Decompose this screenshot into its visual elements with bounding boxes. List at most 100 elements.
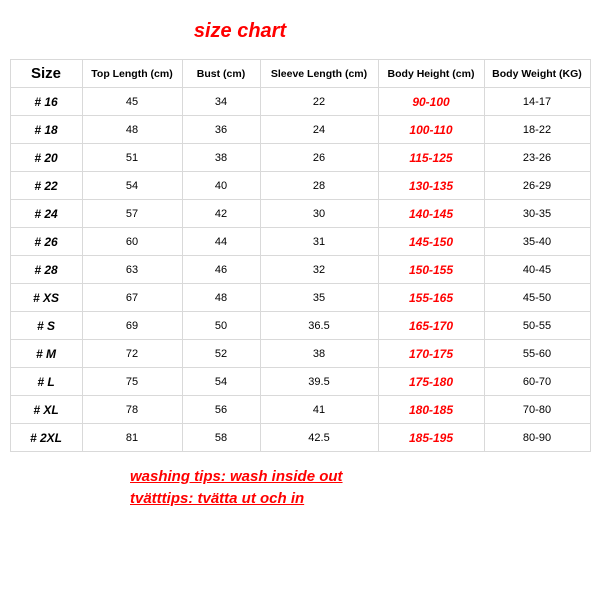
cell-height: 170-175 [378, 340, 484, 368]
cell-top: 60 [82, 228, 182, 256]
cell-weight: 23-26 [484, 144, 590, 172]
size-table: Size Top Length (cm) Bust (cm) Sleeve Le… [10, 59, 591, 452]
cell-weight: 40-45 [484, 256, 590, 284]
header-row: Size Top Length (cm) Bust (cm) Sleeve Le… [10, 60, 590, 88]
cell-sleeve: 39.5 [260, 368, 378, 396]
table-row: # XL785641180-18570-80 [10, 396, 590, 424]
cell-size: # 28 [10, 256, 82, 284]
cell-bust: 50 [182, 312, 260, 340]
cell-weight: 70-80 [484, 396, 590, 424]
table-row: # L755439.5175-18060-70 [10, 368, 590, 396]
cell-top: 81 [82, 424, 182, 452]
cell-bust: 54 [182, 368, 260, 396]
cell-size: # 18 [10, 116, 82, 144]
table-row: # S695036.5165-17050-55 [10, 312, 590, 340]
cell-size: # L [10, 368, 82, 396]
col-top: Top Length (cm) [82, 60, 182, 88]
cell-height: 145-150 [378, 228, 484, 256]
cell-sleeve: 41 [260, 396, 378, 424]
cell-sleeve: 28 [260, 172, 378, 200]
table-row: # M725238170-17555-60 [10, 340, 590, 368]
tip-line-2: tvätttips: tvätta ut och in [130, 488, 592, 510]
cell-height: 90-100 [378, 88, 484, 116]
table-row: # 20513826115-12523-26 [10, 144, 590, 172]
cell-sleeve: 32 [260, 256, 378, 284]
size-chart-container: size chart Size Top Length (cm) Bust (cm… [0, 0, 600, 510]
cell-sleeve: 35 [260, 284, 378, 312]
cell-size: # XL [10, 396, 82, 424]
cell-height: 115-125 [378, 144, 484, 172]
cell-top: 45 [82, 88, 182, 116]
table-row: # 24574230140-14530-35 [10, 200, 590, 228]
col-size: Size [10, 60, 82, 88]
cell-sleeve: 31 [260, 228, 378, 256]
cell-size: # 16 [10, 88, 82, 116]
cell-sleeve: 24 [260, 116, 378, 144]
col-sleeve: Sleeve Length (cm) [260, 60, 378, 88]
cell-weight: 35-40 [484, 228, 590, 256]
cell-height: 175-180 [378, 368, 484, 396]
cell-bust: 40 [182, 172, 260, 200]
cell-weight: 30-35 [484, 200, 590, 228]
col-height: Body Height (cm) [378, 60, 484, 88]
cell-bust: 34 [182, 88, 260, 116]
cell-size: # 26 [10, 228, 82, 256]
cell-height: 150-155 [378, 256, 484, 284]
table-row: # 22544028130-13526-29 [10, 172, 590, 200]
cell-bust: 48 [182, 284, 260, 312]
cell-weight: 60-70 [484, 368, 590, 396]
table-row: # 26604431145-15035-40 [10, 228, 590, 256]
table-row: # XS674835155-16545-50 [10, 284, 590, 312]
table-row: # 18483624100-11018-22 [10, 116, 590, 144]
cell-bust: 52 [182, 340, 260, 368]
table-row: # 28634632150-15540-45 [10, 256, 590, 284]
cell-top: 63 [82, 256, 182, 284]
cell-sleeve: 26 [260, 144, 378, 172]
chart-title: size chart [8, 20, 592, 43]
cell-bust: 46 [182, 256, 260, 284]
cell-top: 69 [82, 312, 182, 340]
cell-weight: 80-90 [484, 424, 590, 452]
cell-weight: 26-29 [484, 172, 590, 200]
cell-top: 72 [82, 340, 182, 368]
cell-top: 78 [82, 396, 182, 424]
washing-tips: washing tips: wash inside out tvätttips:… [130, 466, 592, 510]
cell-height: 155-165 [378, 284, 484, 312]
cell-bust: 36 [182, 116, 260, 144]
cell-top: 54 [82, 172, 182, 200]
cell-height: 100-110 [378, 116, 484, 144]
cell-size: # 24 [10, 200, 82, 228]
cell-size: # M [10, 340, 82, 368]
cell-size: # 20 [10, 144, 82, 172]
cell-top: 75 [82, 368, 182, 396]
cell-sleeve: 30 [260, 200, 378, 228]
table-body: # 1645342290-10014-17# 18483624100-11018… [10, 88, 590, 452]
cell-bust: 38 [182, 144, 260, 172]
cell-weight: 55-60 [484, 340, 590, 368]
cell-sleeve: 38 [260, 340, 378, 368]
cell-sleeve: 42.5 [260, 424, 378, 452]
cell-height: 180-185 [378, 396, 484, 424]
cell-sleeve: 36.5 [260, 312, 378, 340]
cell-size: # 2XL [10, 424, 82, 452]
cell-height: 185-195 [378, 424, 484, 452]
col-weight: Body Weight (KG) [484, 60, 590, 88]
cell-bust: 42 [182, 200, 260, 228]
cell-top: 57 [82, 200, 182, 228]
cell-size: # XS [10, 284, 82, 312]
col-bust: Bust (cm) [182, 60, 260, 88]
cell-top: 51 [82, 144, 182, 172]
cell-height: 140-145 [378, 200, 484, 228]
cell-weight: 14-17 [484, 88, 590, 116]
cell-weight: 45-50 [484, 284, 590, 312]
cell-bust: 58 [182, 424, 260, 452]
cell-bust: 56 [182, 396, 260, 424]
cell-weight: 18-22 [484, 116, 590, 144]
cell-weight: 50-55 [484, 312, 590, 340]
cell-height: 130-135 [378, 172, 484, 200]
cell-height: 165-170 [378, 312, 484, 340]
cell-top: 67 [82, 284, 182, 312]
cell-sleeve: 22 [260, 88, 378, 116]
table-row: # 1645342290-10014-17 [10, 88, 590, 116]
cell-size: # S [10, 312, 82, 340]
